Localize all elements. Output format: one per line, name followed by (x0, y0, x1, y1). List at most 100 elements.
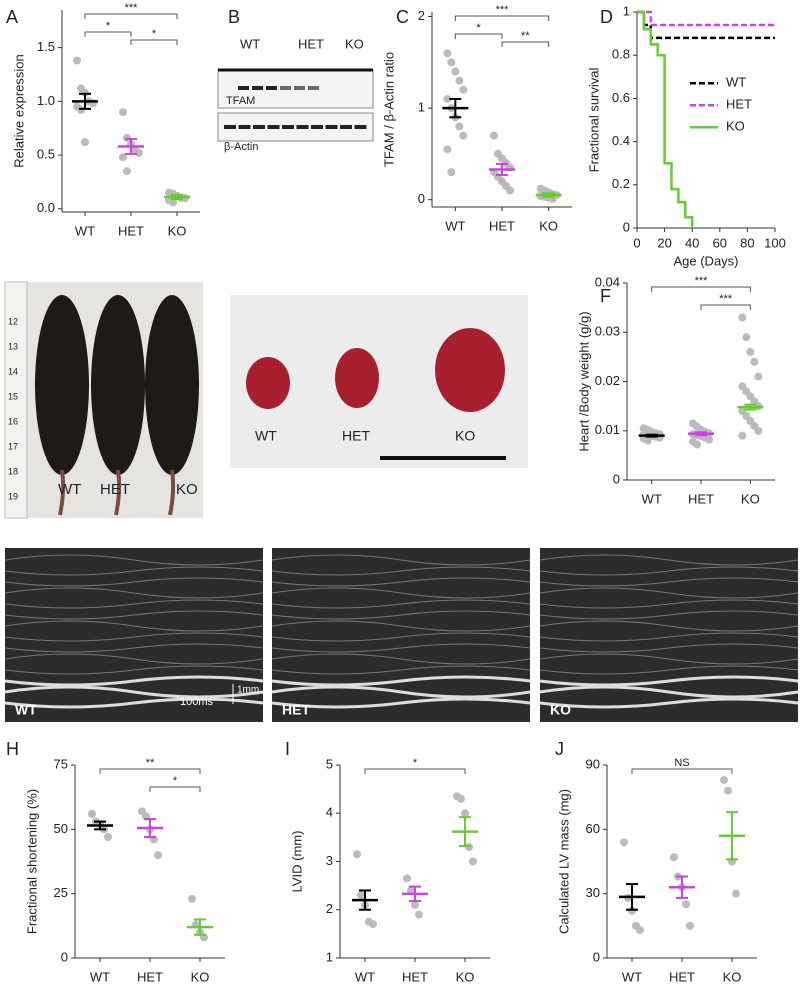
y-tick-label: 0.4 (612, 133, 630, 148)
echo-line (539, 554, 799, 566)
y-tick-label: 1.5 (37, 39, 55, 54)
mouse-label: KO (176, 481, 198, 498)
data-point (469, 857, 477, 866)
y-tick-label: 2 (418, 8, 425, 23)
ruler-number: 12 (8, 316, 18, 326)
echo-line (4, 675, 264, 687)
y-tick-label: 25 (54, 885, 68, 900)
data-point (461, 809, 469, 818)
band (282, 125, 294, 129)
echo-line (271, 577, 531, 587)
panel-label: C (396, 7, 409, 27)
data-point (451, 67, 460, 76)
sig-bracket (99, 768, 201, 774)
legend-label: WT (726, 75, 746, 90)
echo-label: WT (15, 702, 37, 718)
echo-line (539, 675, 799, 687)
echo-line (539, 643, 799, 653)
x-tick-label: 80 (740, 235, 754, 250)
y-axis-label: Calculated LV mass (mg) (556, 789, 571, 934)
echo-line (271, 554, 531, 566)
data-point (353, 850, 361, 859)
heart-label: KO (455, 428, 475, 444)
x-tick-label: WT (355, 969, 375, 984)
y-tick-label: 3 (326, 853, 333, 868)
tail (168, 469, 176, 516)
data-point (455, 122, 464, 131)
data-point (443, 145, 452, 154)
sig-bracket (700, 304, 751, 310)
survival-line (637, 10, 775, 27)
echo-line (4, 620, 264, 632)
sig-bracket (84, 31, 132, 37)
y-tick-label: 0 (418, 191, 425, 206)
echo-line (271, 697, 531, 709)
band (296, 125, 309, 129)
y-tick-label: 0 (593, 949, 600, 964)
band (252, 86, 263, 90)
x-tick-label: HET (402, 969, 428, 984)
data-point (738, 313, 747, 322)
y-tick-label: 0.03 (595, 324, 620, 339)
band (294, 86, 305, 90)
ruler (4, 281, 28, 519)
data-point (490, 131, 498, 140)
y-tick-label: 1.0 (37, 93, 55, 108)
mouse-label: WT (58, 481, 81, 498)
echo-line (4, 566, 264, 576)
heart-label: HET (342, 428, 370, 444)
echo-line (4, 587, 264, 599)
echo-label: HET (282, 702, 310, 718)
panel-label: J (555, 739, 564, 759)
band (253, 125, 265, 129)
sig-bracket (501, 41, 550, 47)
mouse (91, 295, 145, 475)
heart-label: WT (255, 428, 277, 444)
sig-label: * (477, 22, 482, 34)
ruler-number: 14 (8, 366, 18, 376)
echo-line (539, 685, 799, 699)
tail (114, 469, 122, 516)
lane-label: KO (345, 36, 364, 51)
y-tick-label: 0.04 (595, 274, 620, 289)
data-point (415, 910, 423, 919)
echo-line (271, 665, 531, 675)
mouse-label: HET (100, 481, 130, 498)
data-point (188, 894, 196, 903)
lane-label: WT (240, 36, 260, 51)
echo-line (4, 685, 264, 699)
echo-line (4, 599, 264, 609)
echo-line (539, 620, 799, 632)
data-point (643, 436, 652, 445)
panel-label: I (285, 739, 290, 759)
data-point (738, 431, 747, 440)
x-tick-label: HET (489, 218, 515, 233)
sig-bracket (130, 39, 178, 45)
echo-line (539, 599, 799, 609)
data-point (104, 833, 112, 842)
band (238, 125, 251, 129)
x-tick-label: 0 (633, 235, 640, 250)
sig-bracket (84, 13, 178, 19)
sig-label: * (173, 775, 178, 787)
sig-label: *** (695, 275, 709, 287)
panel-label: D (600, 7, 613, 27)
y-axis-label: Heart /Body weight (g/g) (576, 311, 591, 451)
echo-scale: 1mm (237, 685, 259, 696)
scale-bar (380, 456, 506, 460)
echo-line (271, 643, 531, 653)
echo-line (4, 554, 264, 566)
data-point (123, 167, 131, 176)
ruler-number: 16 (8, 416, 18, 426)
y-tick-label: 4 (326, 805, 333, 820)
sig-label: * (106, 20, 111, 32)
echo-label: KO (550, 702, 571, 718)
data-point (670, 853, 678, 862)
ruler-number: 15 (8, 391, 18, 401)
sig-label: NS (674, 757, 689, 769)
x-tick-label: WT (622, 969, 642, 984)
x-tick-label: WT (90, 969, 110, 984)
x-tick-label: 60 (713, 235, 727, 250)
x-tick-label: HET (669, 969, 695, 984)
y-tick-label: 0.0 (37, 200, 55, 215)
